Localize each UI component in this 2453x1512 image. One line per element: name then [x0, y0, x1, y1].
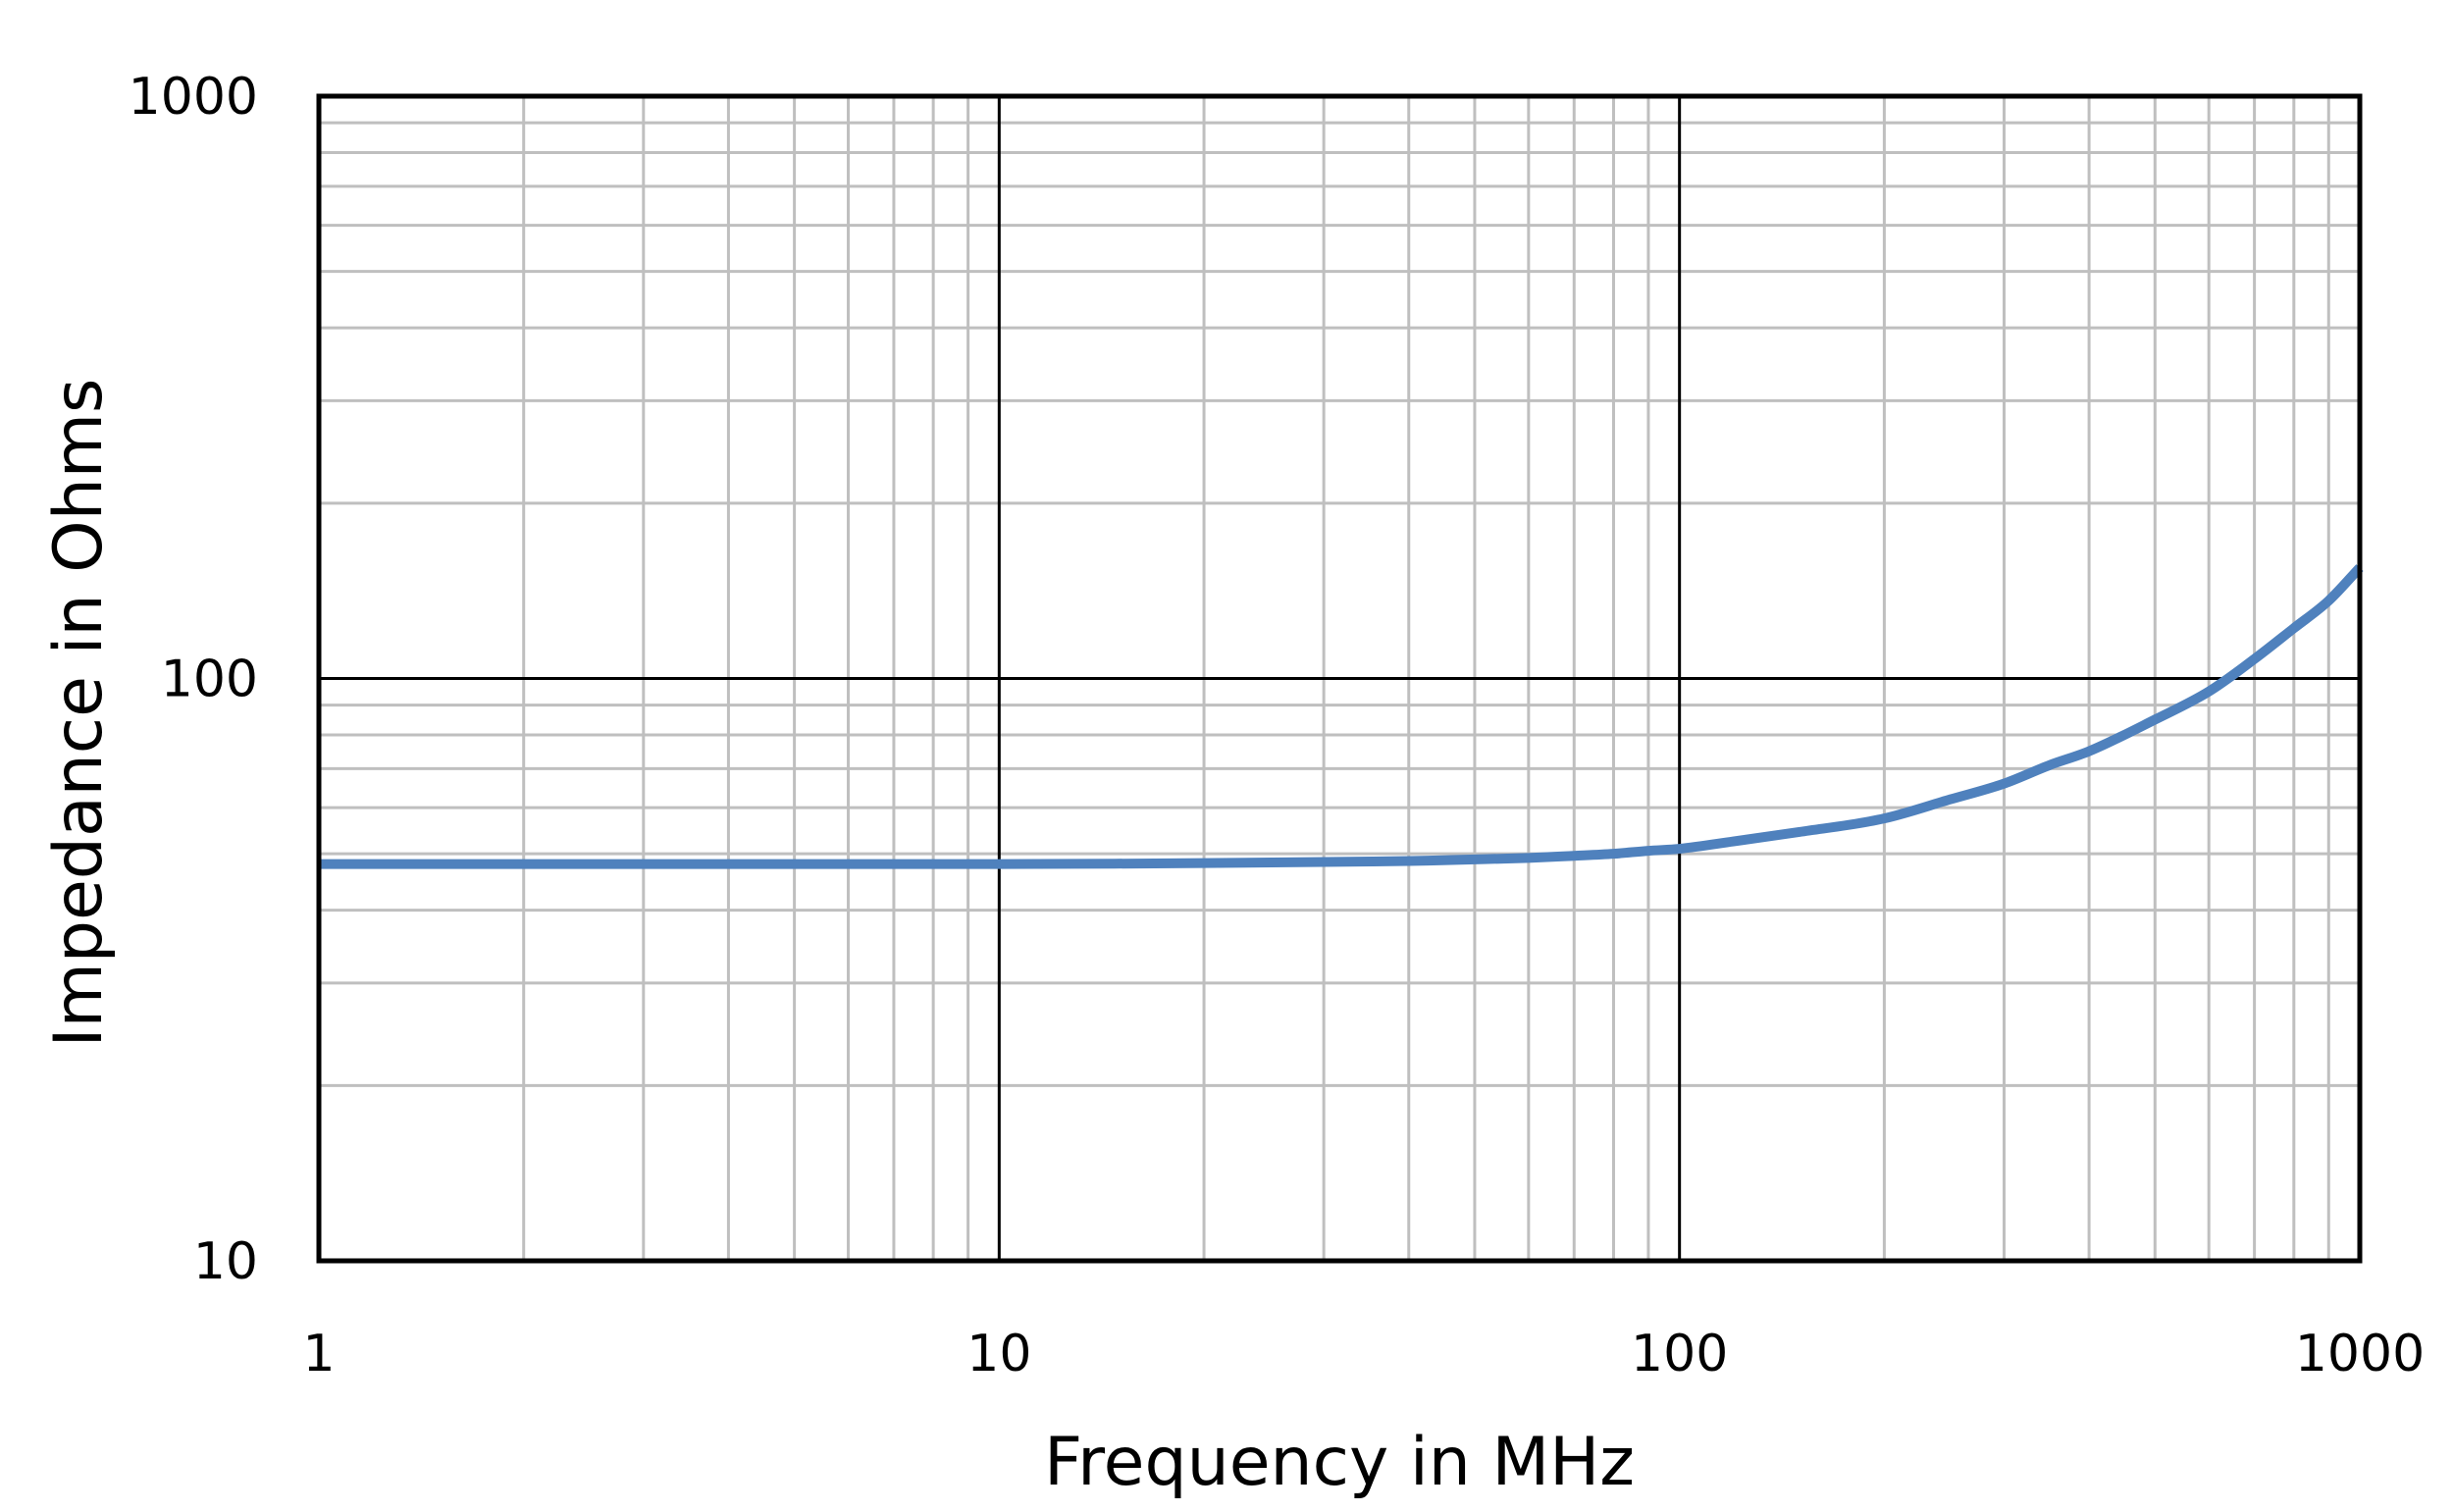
- series-layer: [319, 564, 2364, 869]
- x-tick-label: 1000: [2295, 1325, 2425, 1383]
- x-tick-label: 1: [302, 1325, 335, 1383]
- y-tick-label: 100: [161, 651, 258, 709]
- y-tick-labels: 10 100 1000: [129, 68, 258, 1291]
- y-axis-title: Impedance in Ohms: [40, 379, 118, 1048]
- plot-frame: [316, 93, 2363, 1264]
- x-tick-label: 100: [1631, 1325, 1728, 1383]
- series-line-impedance: [319, 564, 2364, 869]
- x-tick-label: 10: [966, 1325, 1031, 1383]
- x-axis-title: Frequency in MHz: [1044, 1424, 1635, 1501]
- x-tick-labels: 1 10 100 1000: [302, 1325, 2425, 1383]
- y-tick-label: 10: [193, 1232, 258, 1291]
- y-tick-label: 1000: [129, 68, 258, 127]
